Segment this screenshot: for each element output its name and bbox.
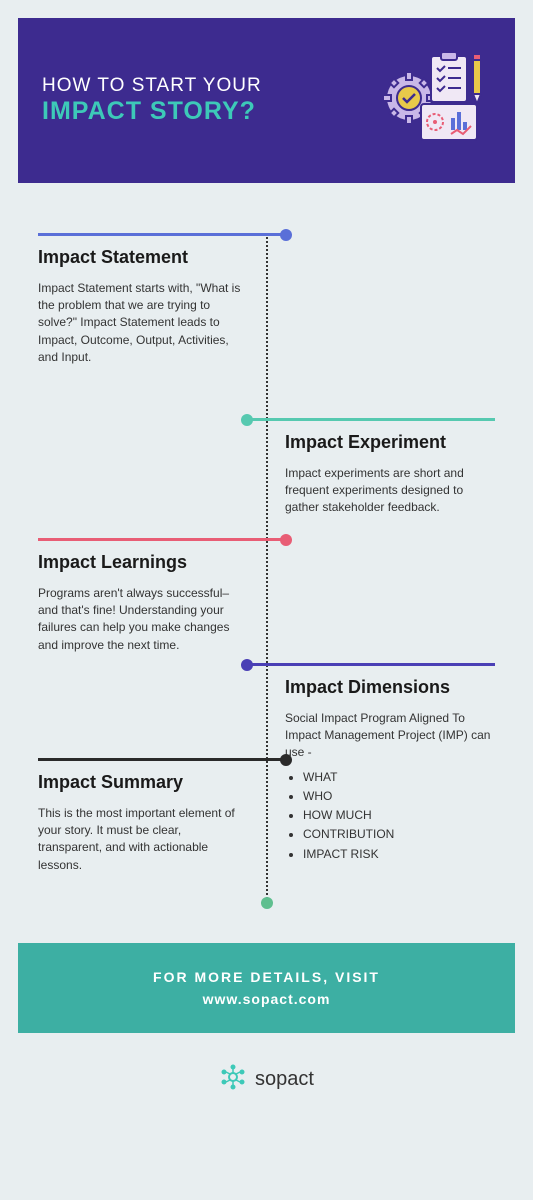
timeline-section: Impact Statement Impact Statement starts … bbox=[38, 233, 248, 367]
logo-icon bbox=[219, 1063, 247, 1096]
list-item: CONTRIBUTION bbox=[303, 825, 495, 844]
header-text-block: HOW TO START YOUR IMPACT STORY? bbox=[42, 75, 359, 126]
section-list: WHATWHOHOW MUCHCONTRIBUTIONIMPACT RISK bbox=[285, 768, 495, 864]
section-body: This is the most important element of yo… bbox=[38, 805, 248, 875]
logo-text: sopact bbox=[255, 1068, 314, 1091]
section-title: Impact Statement bbox=[38, 247, 248, 268]
header-illustration-icon bbox=[371, 48, 491, 153]
timeline-end-dot bbox=[261, 897, 273, 909]
timeline-center-line bbox=[266, 233, 268, 903]
list-item: WHO bbox=[303, 787, 495, 806]
footer-url: www.sopact.com bbox=[28, 991, 505, 1007]
section-body: Programs aren't always successful–and th… bbox=[38, 585, 248, 655]
infographic-page: HOW TO START YOUR IMPACT STORY? bbox=[0, 0, 533, 1124]
timeline-section: Impact Learnings Programs aren't always s… bbox=[38, 538, 248, 654]
section-dot bbox=[241, 659, 253, 671]
timeline-section: Impact Dimensions Social Impact Program A… bbox=[285, 663, 495, 864]
section-title: Impact Summary bbox=[38, 772, 248, 793]
list-item: WHAT bbox=[303, 768, 495, 787]
section-dot bbox=[241, 414, 253, 426]
section-dot bbox=[280, 754, 292, 766]
section-dot bbox=[280, 534, 292, 546]
section-bar bbox=[247, 663, 495, 666]
section-body: Impact experiments are short and frequen… bbox=[285, 465, 495, 517]
section-bar bbox=[38, 758, 286, 761]
section-body: Social Impact Program Aligned To Impact … bbox=[285, 710, 495, 762]
list-item: IMPACT RISK bbox=[303, 845, 495, 864]
header-subtitle: HOW TO START YOUR bbox=[42, 75, 359, 97]
section-body: Impact Statement starts with, "What is t… bbox=[38, 280, 248, 367]
timeline-container: Impact Statement Impact Statement starts … bbox=[18, 183, 515, 943]
section-bar bbox=[247, 418, 495, 421]
section-title: Impact Experiment bbox=[285, 432, 495, 453]
header-title: IMPACT STORY? bbox=[42, 97, 359, 126]
footer-cta-text: FOR MORE DETAILS, VISIT bbox=[28, 969, 505, 985]
section-dot bbox=[280, 229, 292, 241]
timeline-section: Impact Summary This is the most important… bbox=[38, 758, 248, 874]
section-title: Impact Learnings bbox=[38, 552, 248, 573]
section-bar bbox=[38, 538, 286, 541]
timeline-section: Impact Experiment Impact experiments are … bbox=[285, 418, 495, 517]
section-title: Impact Dimensions bbox=[285, 677, 495, 698]
logo-row: sopact bbox=[18, 1033, 515, 1106]
list-item: HOW MUCH bbox=[303, 806, 495, 825]
footer-banner: FOR MORE DETAILS, VISIT www.sopact.com bbox=[18, 943, 515, 1033]
section-bar bbox=[38, 233, 286, 236]
header-banner: HOW TO START YOUR IMPACT STORY? bbox=[18, 18, 515, 183]
